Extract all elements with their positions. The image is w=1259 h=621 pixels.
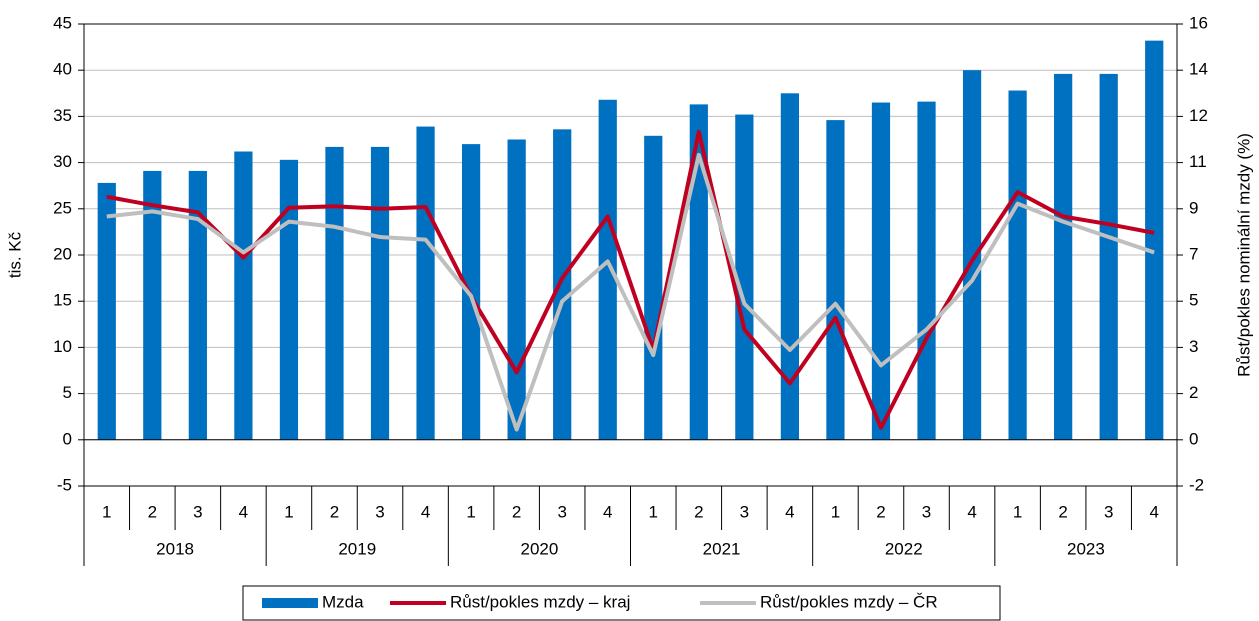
x-tick-label: 4	[603, 502, 612, 521]
x-tick-label: 3	[193, 502, 202, 521]
bar	[780, 93, 800, 440]
x-tick-label: 3	[375, 502, 384, 521]
bar	[553, 129, 572, 440]
year-label: 2021	[703, 539, 741, 558]
year-label: 2018	[156, 539, 194, 558]
x-tick-label: 2	[330, 502, 339, 521]
legend-box	[242, 585, 1001, 621]
x-tick-label: 2	[148, 502, 157, 521]
y2-tick-label: -2	[1189, 475, 1204, 494]
x-tick-label: 4	[967, 502, 976, 521]
bar	[1145, 40, 1164, 440]
year-label: 2022	[885, 539, 923, 558]
x-tick-label: 2	[876, 502, 885, 521]
y2-tick-label: 5	[1189, 291, 1198, 310]
y2-tick-label: 7	[1189, 244, 1198, 263]
bar	[97, 182, 116, 440]
bar	[1008, 90, 1027, 440]
year-label: 2020	[521, 539, 559, 558]
y2-tick-label: 16	[1189, 13, 1208, 32]
bar	[279, 159, 299, 440]
bar	[644, 135, 663, 440]
bar	[188, 170, 207, 440]
y2-tick-label: 3	[1189, 337, 1198, 356]
y-tick-label: -5	[57, 475, 72, 494]
legend-label: Mzda	[322, 592, 364, 611]
bar	[461, 144, 481, 440]
bar	[416, 126, 435, 440]
x-tick-label: 3	[922, 502, 931, 521]
y2-tick-label: 9	[1189, 198, 1198, 217]
x-tick-label: 1	[284, 502, 293, 521]
bar	[871, 102, 891, 440]
y2-tick-label: 12	[1189, 106, 1208, 125]
x-tick-label: 1	[102, 502, 111, 521]
x-tick-label: 1	[466, 502, 475, 521]
x-tick-label: 3	[557, 502, 566, 521]
bar	[370, 146, 390, 440]
x-tick-label: 4	[785, 502, 794, 521]
y2-tick-label: 2	[1189, 383, 1198, 402]
y-tick-label: 40	[53, 60, 72, 79]
x-tick-label: 4	[239, 502, 248, 521]
x-tick-label: 2	[512, 502, 521, 521]
y2-tick-label: 11	[1189, 152, 1207, 171]
y-tick-label: 10	[53, 337, 72, 356]
y-tick-label: 20	[53, 244, 72, 263]
x-tick-label: 2	[1058, 502, 1067, 521]
year-label: 2019	[338, 539, 376, 558]
bar	[826, 120, 845, 440]
x-tick-label: 3	[1104, 502, 1113, 521]
y-tick-label: 25	[53, 198, 72, 217]
bar	[143, 170, 162, 440]
year-label: 2023	[1067, 539, 1105, 558]
x-tick-label: 3	[740, 502, 749, 521]
y-tick-label: 45	[53, 13, 72, 32]
bar	[735, 114, 754, 440]
x-tick-label: 4	[421, 502, 430, 521]
bar	[689, 104, 708, 440]
bar	[1099, 73, 1118, 440]
line	[106, 129, 1155, 430]
legend-label: Růst/pokles mzdy – kraj	[450, 592, 630, 611]
bar	[507, 139, 526, 440]
legend-swatch	[262, 598, 318, 608]
y-tick-label: 15	[53, 291, 72, 310]
x-tick-label: 4	[1149, 502, 1158, 521]
legend-label: Růst/pokles mzdy – ČR	[760, 592, 938, 611]
x-tick-label: 1	[831, 502, 840, 521]
bar	[917, 101, 936, 440]
y2-tick-label: 14	[1189, 60, 1208, 79]
bar	[962, 70, 982, 440]
y-tick-label: 35	[53, 106, 72, 125]
y-tick-label: 0	[63, 429, 72, 448]
bar	[234, 151, 253, 440]
y-axis-title: tis. Kč	[5, 231, 24, 278]
y2-tick-label: 0	[1189, 429, 1198, 448]
bar	[325, 146, 344, 440]
x-tick-label: 1	[649, 502, 658, 521]
y-tick-label: 5	[63, 383, 72, 402]
x-tick-label: 2	[694, 502, 703, 521]
y-tick-label: 30	[53, 152, 72, 171]
y2-axis-title: Růst/pokles nominální mzdy (%)	[1234, 133, 1253, 377]
bar	[1054, 73, 1073, 440]
x-tick-label: 1	[1013, 502, 1022, 521]
line	[106, 152, 1155, 432]
bar	[598, 99, 617, 440]
